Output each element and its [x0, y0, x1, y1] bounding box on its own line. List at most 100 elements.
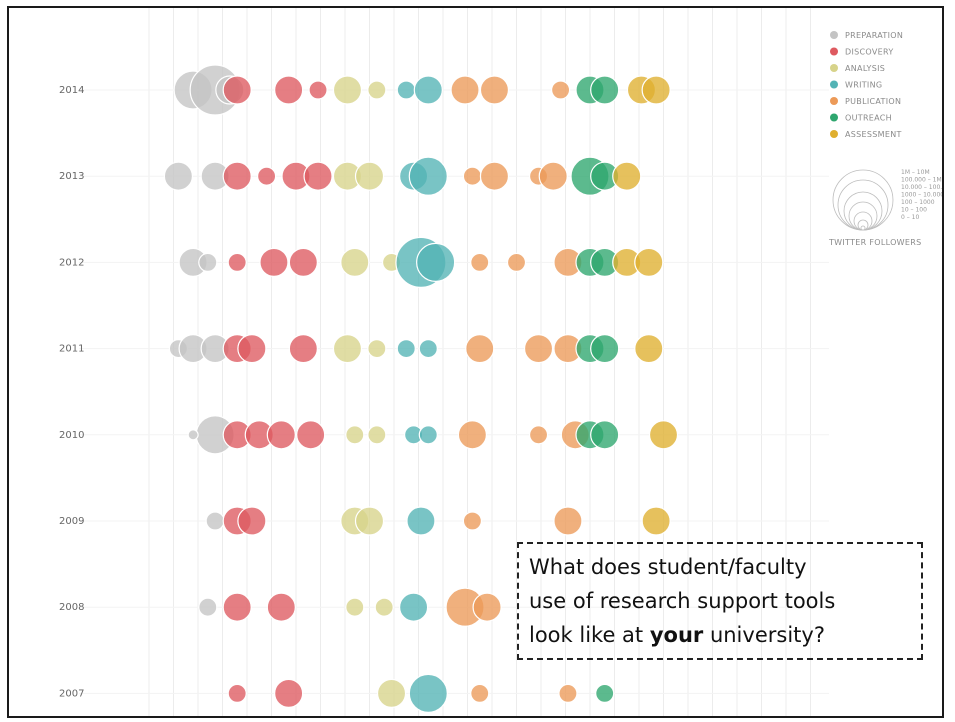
- callout-line-3: look like at your university?: [529, 618, 913, 652]
- size-legend-level: 100 – 1000: [901, 199, 935, 206]
- bubble-preparation: [198, 252, 218, 272]
- legend-label-assessment: ASSESSMENT: [845, 130, 902, 139]
- bubble-writing: [416, 242, 456, 282]
- legend-swatch-writing: [830, 80, 838, 89]
- bubble-analysis: [345, 597, 365, 617]
- bubble-publication: [465, 334, 495, 364]
- bubble-analysis: [332, 334, 363, 364]
- bubble-preparation: [187, 429, 199, 441]
- bubble-publication: [528, 425, 549, 445]
- bubble-outreach: [590, 75, 620, 105]
- bubble-discovery: [274, 678, 304, 709]
- bubble-analysis: [354, 506, 385, 536]
- bubble-preparation: [198, 597, 218, 617]
- bubble-chart: 2014 2013 2012 2011 2010 2009 2008 2007 PREPARA…: [59, 8, 942, 716]
- year-label-2012: 2012: [59, 257, 84, 268]
- year-label-2011: 2011: [59, 344, 84, 355]
- bubble-outreach: [590, 334, 620, 364]
- size-legend-level: 1M – 10M: [901, 169, 930, 176]
- callout-emphasis: your: [649, 623, 704, 647]
- size-legend-ring: [853, 211, 873, 231]
- callout-line-2: use of research support tools: [529, 589, 836, 613]
- year-label-2013: 2013: [59, 171, 84, 182]
- bubble-publication: [553, 506, 583, 536]
- legend: PREPARATION DISCOVERY ANALYSIS WRITING PUBLI…: [830, 31, 903, 139]
- year-label-2014: 2014: [59, 85, 84, 96]
- bubble-preparation: [163, 161, 193, 191]
- year-label-2008: 2008: [59, 602, 84, 613]
- bubble-writing: [396, 339, 416, 359]
- bubble-discovery: [259, 247, 289, 277]
- bubble-assessment: [641, 506, 671, 536]
- size-legend-ring: [860, 225, 866, 231]
- bubble-analysis: [374, 597, 394, 617]
- size-legend-ring: [832, 169, 894, 231]
- bubble-assessment: [612, 161, 642, 191]
- legend-label-outreach: OUTREACH: [845, 114, 892, 123]
- bubble-analysis: [340, 247, 370, 277]
- year-label-2009: 2009: [59, 516, 84, 527]
- size-legend-level: 10.000 – 100.000: [901, 184, 942, 191]
- bubble-discovery: [266, 420, 296, 450]
- bubble-publication: [506, 252, 527, 272]
- callout-line-1: What does student/faculty: [529, 555, 807, 579]
- bubble-outreach: [590, 420, 620, 450]
- bubble-publication: [538, 161, 568, 191]
- bubble-publication: [457, 420, 487, 450]
- bubble-writing: [396, 80, 416, 100]
- bubble-assessment: [634, 334, 664, 364]
- bubble-discovery: [237, 506, 267, 536]
- bubble-assessment: [634, 247, 664, 277]
- bubble-publication: [523, 334, 554, 364]
- year-label-2007: 2007: [59, 688, 84, 699]
- legend-label-preparation: PREPARATION: [845, 31, 903, 40]
- year-label-2010: 2010: [59, 430, 84, 441]
- bubble-discovery: [266, 592, 296, 622]
- bubble-analysis: [376, 678, 407, 709]
- bubble-publication: [462, 511, 482, 531]
- size-legend-ring: [837, 179, 889, 231]
- bubble-discovery: [227, 252, 247, 272]
- bubble-assessment: [648, 420, 679, 450]
- bubble-discovery: [296, 420, 326, 450]
- bubble-publication: [558, 683, 578, 704]
- legend-label-analysis: ANALYSIS: [845, 64, 885, 73]
- bubble-discovery: [288, 334, 318, 364]
- bubble-writing: [408, 673, 448, 714]
- bubble-discovery: [222, 75, 252, 105]
- bubble-publication: [462, 166, 482, 186]
- bubble-preparation: [205, 511, 225, 531]
- bubble-publication: [479, 75, 510, 105]
- bubble-discovery: [257, 166, 277, 186]
- legend-label-publication: PUBLICATION: [845, 97, 901, 106]
- question-callout: What does student/faculty use of researc…: [517, 542, 923, 660]
- bubble-discovery: [222, 161, 252, 191]
- legend-label-discovery: DISCOVERY: [845, 48, 894, 57]
- legend-swatch-outreach: [830, 113, 838, 122]
- chart-frame: 2014 2013 2012 2011 2010 2009 2008 2007 PREPARA…: [7, 6, 944, 718]
- bubble-analysis: [345, 425, 365, 445]
- bubble-publication: [450, 75, 480, 105]
- legend-swatch-assessment: [830, 130, 838, 138]
- legend-swatch-preparation: [830, 31, 838, 39]
- legend-label-writing: WRITING: [845, 81, 882, 90]
- bubble-writing: [418, 425, 438, 445]
- legend-swatch-analysis: [830, 64, 838, 72]
- bubble-discovery: [303, 161, 333, 191]
- bubble-publication: [550, 80, 571, 100]
- bubble-discovery: [288, 247, 318, 277]
- bubble-publication: [472, 592, 502, 622]
- legend-swatch-discovery: [830, 47, 838, 56]
- size-legend-level: 0 – 10: [901, 214, 919, 221]
- bubble-publication: [479, 161, 510, 191]
- size-legend-ring: [857, 219, 869, 231]
- bubble-analysis: [367, 425, 387, 445]
- bubble-discovery: [227, 683, 247, 704]
- bubble-publication: [470, 683, 490, 704]
- bubble-discovery: [222, 592, 252, 622]
- legend-swatch-publication: [830, 97, 838, 105]
- bubble-writing: [399, 592, 429, 622]
- bubble-publication: [470, 252, 490, 272]
- bubble-writing: [413, 75, 443, 105]
